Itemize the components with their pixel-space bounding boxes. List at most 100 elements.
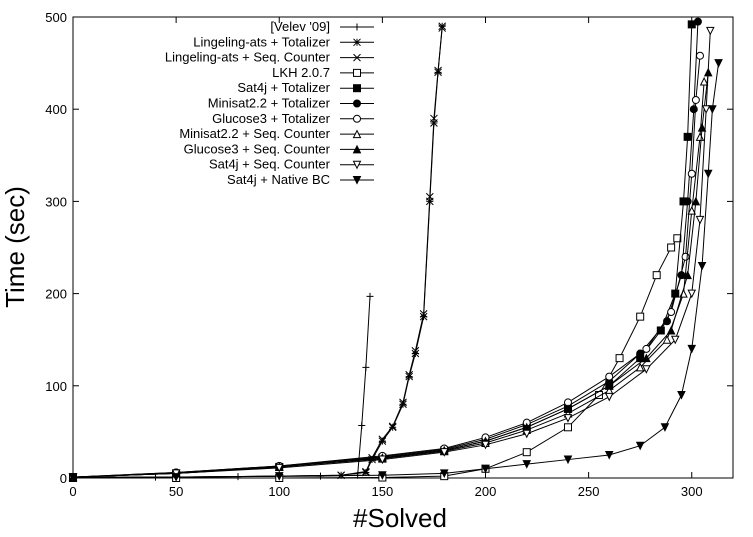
y-tick-label: 300 [45,194,67,209]
data-point [419,310,428,318]
x-tick-label: 50 [169,484,183,499]
data-point [701,105,711,114]
data-point [699,76,709,86]
series-0 [69,292,374,482]
series-line [72,296,371,479]
data-point [642,344,651,353]
series-5 [69,17,702,482]
data-point [405,370,414,379]
data-point [604,381,614,390]
x-tick-label: 250 [578,484,600,499]
legend-marker [352,176,362,185]
data-point [366,292,374,300]
data-point [681,252,690,261]
data-point [439,469,449,479]
data-point [425,192,434,201]
data-point [708,105,717,114]
data-point [697,261,707,271]
data-point [714,59,723,68]
legend-label: [Velev '09] [270,19,330,34]
y-axis-title: Time (sec) [0,186,30,308]
data-point [660,423,670,432]
data-point [604,392,614,402]
data-point [666,325,676,335]
data-point [522,448,531,457]
data-point [378,455,387,465]
legend-marker [353,114,361,123]
y-tick-label: 0 [60,471,67,486]
legend-label: Lingeling-ats + Totalizer [193,34,330,49]
x-tick-label: 200 [475,484,497,499]
data-point [362,468,370,477]
x-tick-label: 100 [268,484,290,499]
data-point [411,346,420,355]
series-line [72,63,720,479]
axis-ticks: 0 50 100 150 200 250 300 0 100 200 300 400 500 [45,10,733,499]
legend: [Velev '09]Lingeling-ats + TotalizerLing… [165,19,374,187]
legend-label: Minisat2.2 + Seq. Counter [179,126,330,141]
data-point [68,473,78,483]
data-point [522,429,532,439]
data-point [703,169,713,179]
series-line [72,24,693,478]
x-tick-label: 150 [372,484,394,499]
y-tick-label: 500 [45,10,67,25]
series-3 [69,234,682,482]
y-tick-label: 400 [45,102,67,117]
data-point [636,312,645,321]
data-point [362,467,370,476]
data-point [695,215,705,225]
data-point [691,95,700,104]
data-point [434,66,442,75]
series-10 [68,59,723,483]
data-point [388,423,397,432]
data-point [683,270,692,280]
data-point [378,437,387,445]
legend-marker [353,38,361,47]
data-point [419,312,428,321]
data-point [662,335,672,344]
plot-frame [72,16,734,479]
series-9 [68,26,715,482]
data-point [695,132,705,141]
legend-marker [353,23,361,31]
data-point [642,353,651,363]
data-point [687,289,697,299]
series-line [72,30,711,478]
data-point [438,24,447,32]
data-point [399,400,407,409]
legend-label: Sat4j + Native BC [227,172,330,187]
data-point [691,196,701,206]
legend-label: Sat4j + Seq. Counter [209,157,331,172]
series-7 [68,76,709,482]
data-point [696,51,704,60]
data-point [563,404,573,413]
data-point [667,308,676,317]
data-point [274,463,284,473]
x-axis-title: #Solved [353,503,447,533]
legend-label: Minisat2.2 + Totalizer [208,96,331,111]
y-tick-label: 200 [45,287,67,302]
data-point [564,423,572,432]
data-point [430,114,438,123]
legend-label: LKH 2.0.7 [272,65,330,80]
series-layer [68,17,723,483]
legend-marker [353,68,361,77]
legend-marker [353,84,361,93]
series-line [72,21,699,478]
data-point [667,243,676,252]
data-point [481,440,490,450]
data-point [687,344,697,354]
data-point [687,169,696,178]
data-point [693,17,702,26]
legend-label: Lingeling-ats + Seq. Counter [165,50,331,65]
series-line [72,81,705,478]
data-point [689,105,698,114]
series-line [72,55,701,478]
data-point [378,435,387,444]
data-point [563,455,573,465]
data-point [697,123,707,132]
data-point [439,448,449,457]
legend-marker [353,99,361,108]
legend-marker [353,53,361,62]
